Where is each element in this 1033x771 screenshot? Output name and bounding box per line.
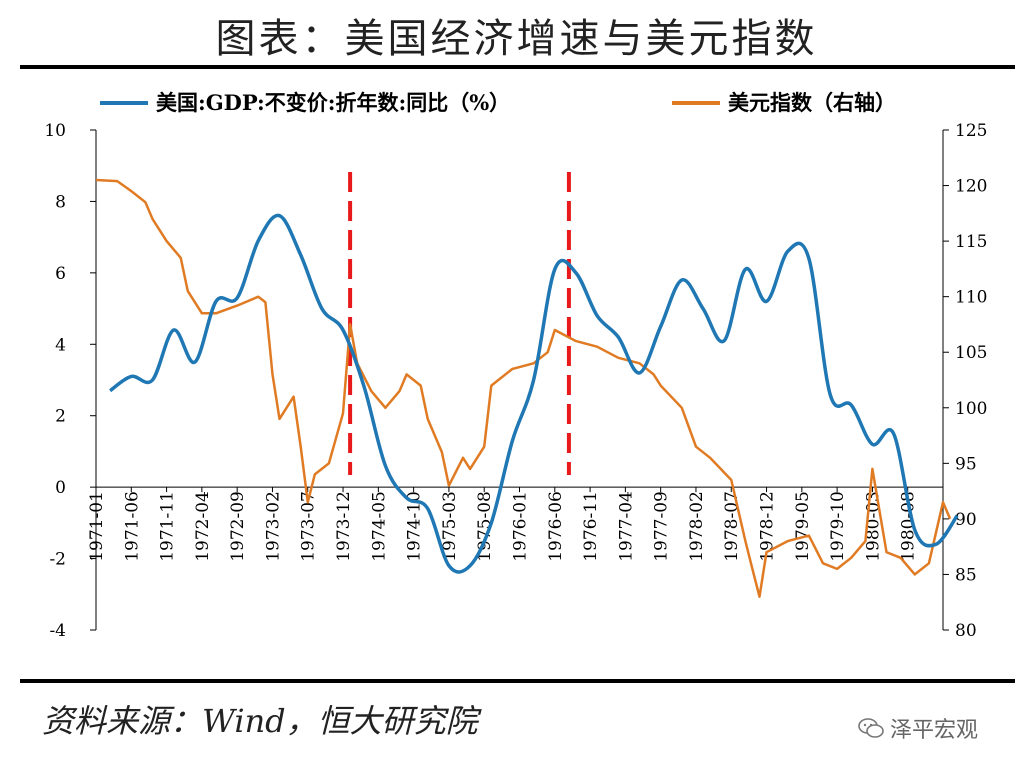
x-tick-label: 1973-12 — [334, 491, 354, 562]
x-tick-label: 1975-03 — [440, 491, 460, 562]
right-tick-label: 105 — [955, 343, 987, 363]
x-tick-label: 1977-09 — [652, 491, 672, 562]
x-tick-label: 1971-11 — [158, 491, 178, 562]
page-title: 图表：美国经济增速与美元指数 — [215, 16, 818, 62]
right-tick-label: 110 — [955, 288, 987, 308]
annotations — [348, 172, 571, 475]
gdp-growth-line — [109, 213, 959, 574]
x-tick-label: 1979-05 — [793, 491, 813, 562]
x-tick-label: 1977-04 — [616, 491, 636, 562]
x-tick-label: 1974-10 — [405, 491, 425, 562]
right-tick-label: 80 — [955, 621, 977, 641]
right-tick-label: 85 — [955, 565, 977, 585]
right-tick-label: 90 — [955, 510, 977, 530]
x-tick-label: 1973-07 — [299, 491, 319, 562]
series-lines — [95, 178, 959, 598]
right-tick-label: 125 — [955, 121, 987, 141]
left-tick-label: -2 — [49, 550, 66, 570]
x-tick-label: 1972-09 — [228, 491, 248, 562]
wechat-icon — [858, 718, 884, 738]
legend-label-dollar: 美元指数（右轴） — [728, 90, 896, 115]
x-tick-label: 1971-06 — [122, 491, 142, 562]
left-tick-label: -4 — [49, 621, 66, 641]
left-tick-label: 10 — [44, 121, 66, 141]
x-tick-label: 1978-07 — [722, 491, 742, 562]
axes: -4 -2 0 2 4 6 8 10 80 85 90 95 100 105 110 115 120 125 197… — [44, 121, 987, 641]
x-tick-label: 1976-01 — [511, 491, 531, 562]
top-rule — [20, 65, 1015, 69]
left-tick-label: 2 — [55, 407, 66, 427]
chart: 美国:GDP:不变价:折年数:同比（%） 美元指数（右轴） -4 -2 0 2 4 6 8 10… — [44, 90, 987, 641]
source-note: 资料来源：Wind，恒大研究院 — [42, 702, 478, 740]
right-tick-label: 115 — [955, 232, 987, 252]
x-tick-label: 1972-04 — [193, 491, 213, 562]
x-tick-label: 1978-12 — [758, 491, 778, 562]
x-tick-label: 1971-01 — [87, 491, 107, 562]
legend: 美国:GDP:不变价:折年数:同比（%） 美元指数（右轴） — [100, 90, 896, 115]
right-tick-label: 95 — [955, 454, 977, 474]
watermark-text: 泽平宏观 — [890, 718, 979, 743]
x-tick-label: 1975-08 — [475, 491, 495, 562]
right-tick-label: 120 — [955, 177, 987, 197]
bottom-rule — [20, 679, 1015, 683]
x-tick-label: 1979-10 — [828, 491, 848, 562]
x-tick-label: 1974-05 — [369, 491, 389, 562]
x-tick-label: 1978-02 — [687, 491, 707, 562]
x-tick-label: 1976-11 — [581, 491, 601, 562]
left-tick-label: 8 — [55, 192, 66, 212]
dollar-index-line — [95, 178, 952, 598]
x-tick-label: 1980-08 — [899, 491, 919, 562]
watermark: 泽平宏观 — [858, 712, 978, 744]
left-tick-label: 4 — [55, 335, 66, 355]
left-tick-label: 6 — [55, 264, 66, 284]
legend-label-gdp: 美国:GDP:不变价:折年数:同比（%） — [156, 90, 510, 115]
x-tick-label: 1976-06 — [546, 491, 566, 562]
right-tick-label: 100 — [955, 399, 987, 419]
left-tick-label: 0 — [55, 478, 66, 498]
x-tick-label: 1973-02 — [263, 491, 283, 562]
